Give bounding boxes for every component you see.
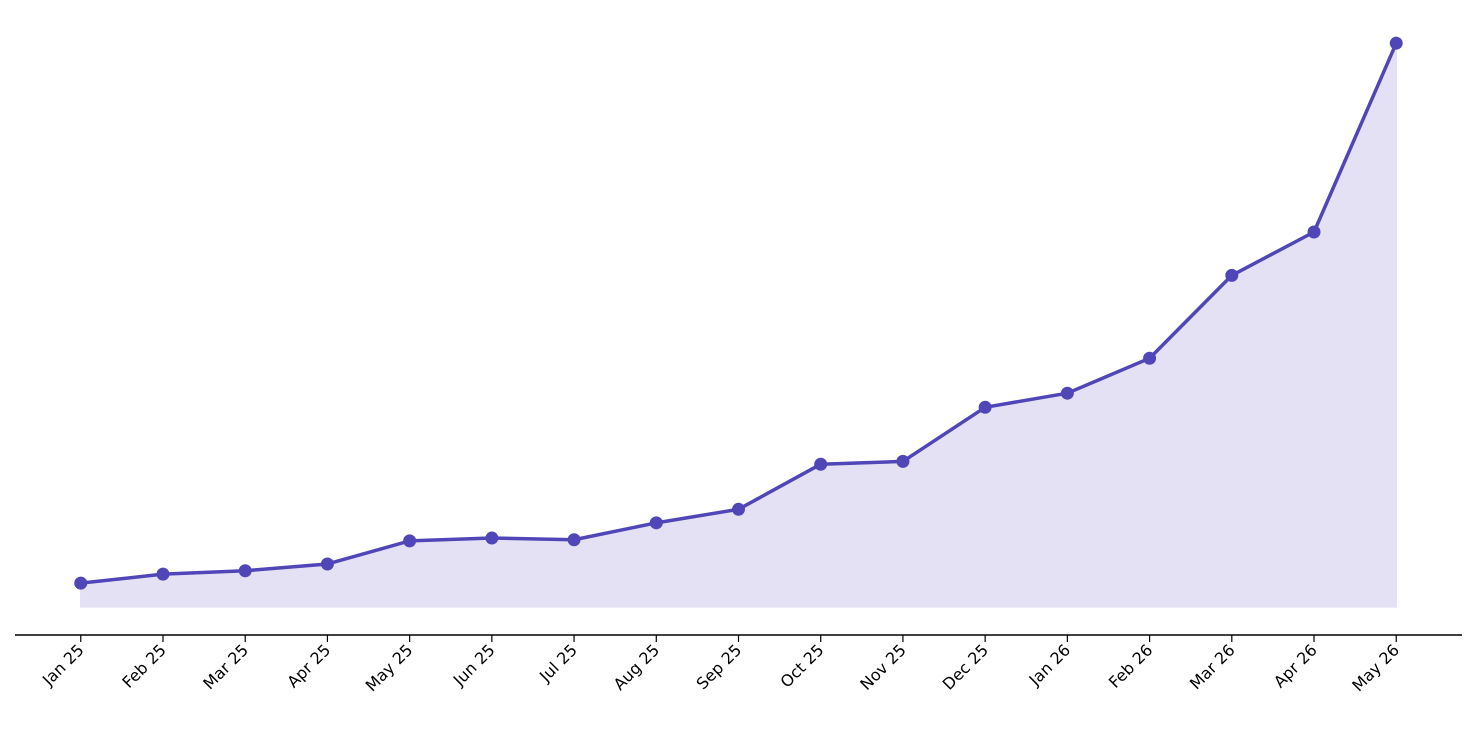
x-tick-label: Jan 26 bbox=[1025, 640, 1075, 690]
x-tick-label: Apr 26 bbox=[1270, 640, 1321, 691]
point bbox=[567, 533, 581, 547]
x-tick-label: Oct 25 bbox=[777, 640, 828, 691]
x-tick-label: Jun 25 bbox=[449, 640, 499, 690]
point bbox=[1225, 268, 1239, 282]
point bbox=[1389, 36, 1403, 50]
x-tick-label: Jul 25 bbox=[535, 640, 581, 686]
point bbox=[814, 457, 828, 471]
point bbox=[1060, 386, 1074, 400]
x-tick-label: Sep 25 bbox=[693, 640, 746, 693]
x-tick-label: Feb 26 bbox=[1105, 640, 1156, 691]
point bbox=[403, 534, 417, 548]
x-tick-label: Feb 25 bbox=[118, 640, 169, 691]
x-tick-label: Mar 25 bbox=[199, 640, 252, 693]
x-tick-label: Aug 25 bbox=[610, 640, 664, 694]
point bbox=[238, 564, 252, 578]
point bbox=[732, 502, 745, 516]
x-tick-label: Mar 26 bbox=[1186, 640, 1239, 693]
point bbox=[978, 400, 992, 414]
x-tick-label: Jan 25 bbox=[38, 640, 88, 690]
point bbox=[74, 576, 88, 590]
point bbox=[896, 454, 910, 468]
x-tick-label: May 26 bbox=[1348, 640, 1403, 695]
x-tick-label: Apr 25 bbox=[283, 640, 334, 691]
point bbox=[156, 567, 170, 581]
point bbox=[320, 557, 334, 571]
point bbox=[485, 531, 499, 545]
point bbox=[1307, 225, 1321, 239]
x-tick-label: Nov 25 bbox=[856, 640, 910, 694]
x-tick-label: Dec 25 bbox=[939, 640, 992, 693]
x-tick-label: May 25 bbox=[362, 640, 417, 695]
point bbox=[1143, 351, 1157, 365]
point bbox=[649, 516, 663, 530]
area bbox=[80, 42, 1397, 608]
